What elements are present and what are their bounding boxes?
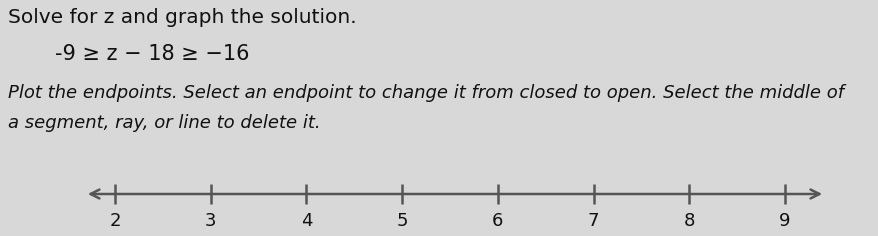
Text: 3: 3 (205, 212, 216, 230)
Text: a segment, ray, or line to delete it.: a segment, ray, or line to delete it. (8, 114, 320, 132)
Text: 9: 9 (779, 212, 790, 230)
Text: 5: 5 (396, 212, 407, 230)
Text: 6: 6 (492, 212, 503, 230)
Text: 7: 7 (587, 212, 599, 230)
Text: 4: 4 (300, 212, 312, 230)
Text: 8: 8 (683, 212, 694, 230)
Text: Plot the endpoints. Select an endpoint to change it from closed to open. Select : Plot the endpoints. Select an endpoint t… (8, 84, 843, 102)
Text: 2: 2 (109, 212, 120, 230)
Text: -9 ≥ z − 18 ≥ −16: -9 ≥ z − 18 ≥ −16 (55, 44, 249, 64)
Text: Solve for z and graph the solution.: Solve for z and graph the solution. (8, 8, 356, 27)
